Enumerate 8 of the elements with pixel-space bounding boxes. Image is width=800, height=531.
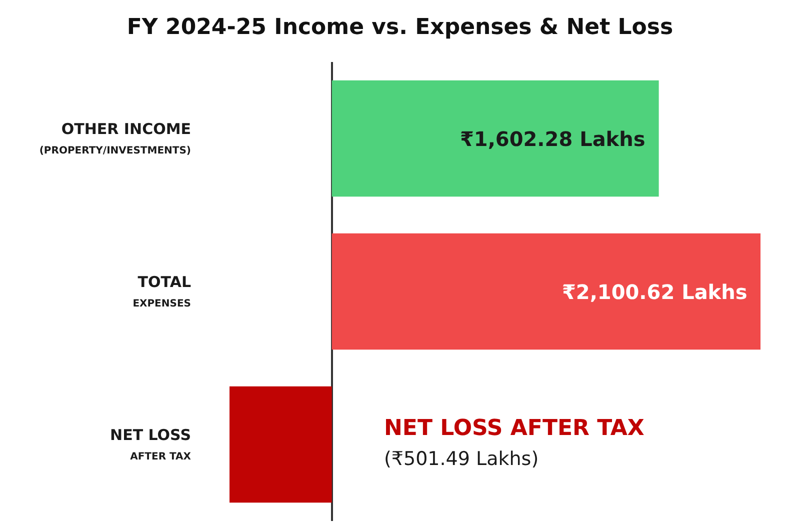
- data-label: (₹501.49 Lakhs): [384, 448, 539, 470]
- annotation: NET LOSS AFTER TAX: [384, 416, 644, 441]
- y-tick-label: NET LOSS AFTER TAX: [110, 426, 192, 462]
- data-label: ₹1,602.28 Lakhs: [460, 127, 646, 151]
- chart-title: FY 2024-25 Income vs. Expenses & Net Loss: [126, 14, 674, 40]
- y-tick-label: OTHER INCOME (PROPERTY/INVESTMENTS): [39, 120, 191, 156]
- y-tick-label: TOTAL EXPENSES: [132, 273, 192, 310]
- data-label: ₹2,100.62 Lakhs: [562, 280, 748, 304]
